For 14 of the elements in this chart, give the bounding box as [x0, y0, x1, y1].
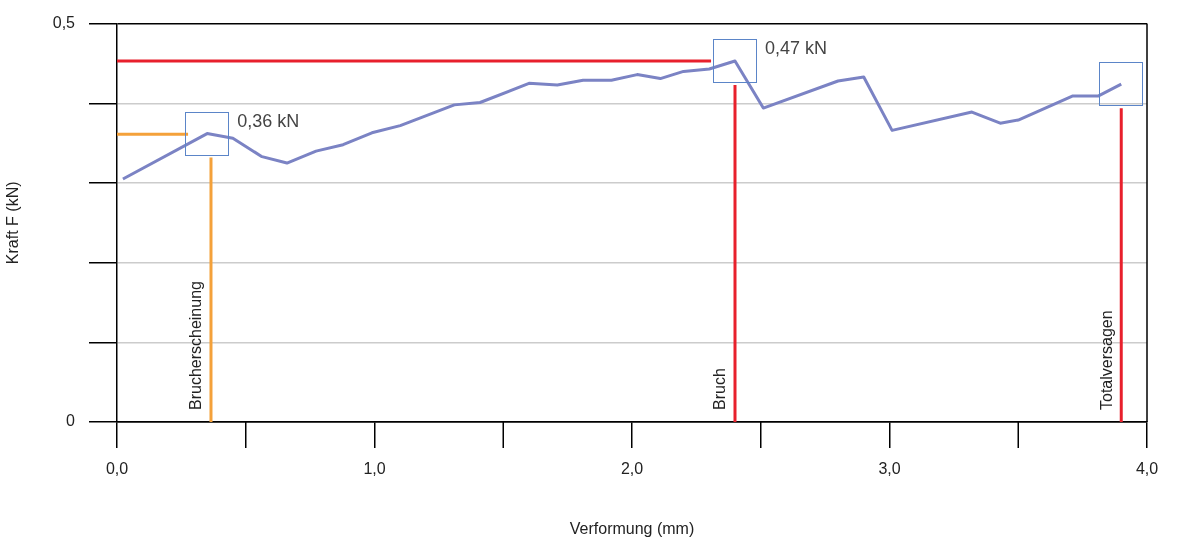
ref-line-label: Brucherscheinung [187, 281, 205, 410]
x-tick-label: 3,0 [878, 460, 901, 478]
annotation: 0,36 kN [237, 110, 300, 131]
y-tick-label: 0,5 [52, 14, 76, 32]
y-axis-title: Kraft F (kN) [4, 181, 22, 265]
x-axis-title: Verformung (mm) [569, 519, 695, 537]
x-tick-label: 1,0 [363, 460, 386, 478]
x-tick-label: 0,0 [105, 460, 129, 478]
ref-line-label: Totalversagen [1097, 310, 1115, 410]
annotation: 0,47 kN [765, 38, 828, 59]
y-tick-label: 0 [66, 412, 76, 430]
x-tick-label: 2,0 [620, 460, 644, 478]
x-tick-label: 4,0 [1135, 460, 1159, 478]
ref-line-label: Bruch [711, 368, 729, 410]
